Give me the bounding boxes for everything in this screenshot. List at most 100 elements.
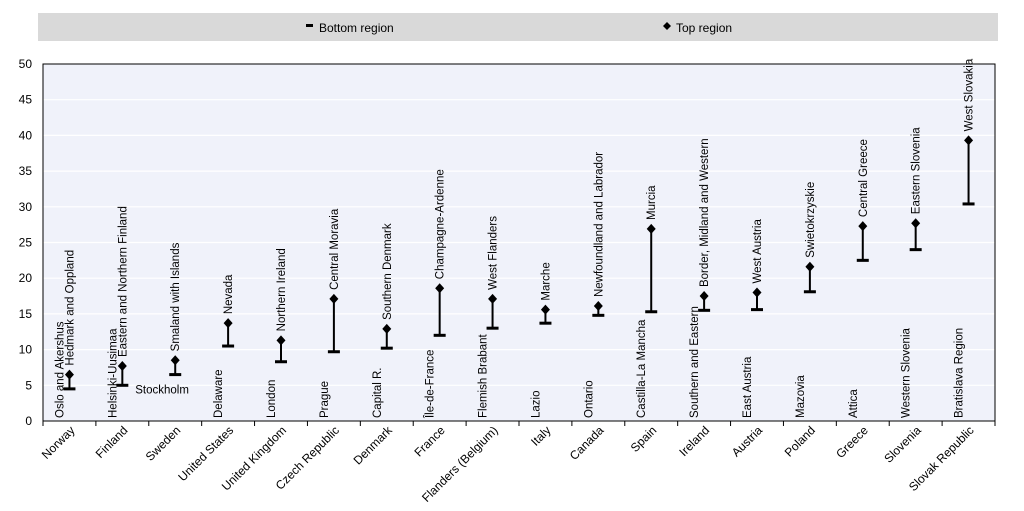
top-region-label: Murcia — [646, 185, 658, 220]
top-region-marker — [117, 361, 127, 372]
top-region-label: Newfoundland and Labrador — [593, 152, 605, 297]
bottom-region-marker — [698, 308, 711, 312]
y-tick-label: 5 — [25, 378, 32, 392]
top-region-marker — [699, 291, 709, 302]
top-region-label: Northern Ireland — [276, 248, 288, 331]
top-region-marker — [435, 283, 445, 294]
bottom-region-marker — [116, 383, 129, 387]
top-region-marker — [805, 261, 815, 272]
bottom-region-marker — [856, 258, 869, 262]
bottom-region-label: Lazio — [530, 391, 542, 419]
y-tick-label: 50 — [19, 57, 33, 71]
category-label: Italy — [528, 423, 553, 448]
bottom-region-label: Île-de-France — [424, 350, 437, 419]
top-region-label: Border, Midland and Western — [699, 138, 711, 287]
top-region-marker — [911, 218, 921, 229]
top-region-label: Southern Denmark — [382, 223, 394, 320]
bottom-region-marker — [962, 202, 975, 206]
y-tick-label: 30 — [19, 200, 33, 214]
top-region-label: Smaland with Islands — [170, 242, 182, 351]
y-tick-label: 45 — [19, 93, 33, 107]
top-region-label: Swietokrzyskie — [805, 182, 817, 258]
top-region-marker — [170, 355, 180, 366]
top-region-label: Nevada — [223, 274, 235, 314]
bottom-region-marker — [433, 333, 446, 337]
top-region-label: West Slovakia — [964, 58, 976, 131]
category-label: France — [411, 423, 448, 460]
category-label: Norway — [39, 423, 78, 462]
top-region-marker — [752, 287, 762, 298]
top-region-marker — [540, 304, 550, 315]
bottom-region-marker — [751, 308, 763, 312]
category-label: Canada — [567, 423, 607, 463]
category-label: Denmark — [351, 423, 396, 468]
legend-bottom-region-label: Bottom region — [319, 21, 394, 35]
top-region-marker — [382, 323, 392, 334]
bottom-region-label: Stockholm — [135, 385, 189, 397]
top-region-label: West Austria — [752, 219, 764, 284]
bottom-region-label: Prague — [319, 381, 331, 418]
top-region-label: Eastern Slovenia — [911, 127, 923, 215]
bottom-region-label: London — [266, 380, 278, 418]
bottom-region-marker — [327, 350, 340, 354]
top-region-marker — [858, 221, 868, 232]
top-region-marker — [646, 223, 656, 234]
legend-background — [38, 13, 998, 41]
bottom-region-marker — [592, 313, 605, 317]
top-region-label: West Flanders — [488, 216, 500, 290]
bottom-region-label: Delaware — [213, 369, 225, 418]
category-label: Greece — [833, 423, 871, 461]
y-tick-label: 0 — [25, 414, 32, 428]
top-region-label: Eastern and Northern Finland — [117, 206, 129, 357]
y-tick-label: 35 — [19, 164, 33, 178]
bottom-region-label: Ontario — [583, 380, 595, 418]
y-tick-label: 10 — [19, 343, 33, 357]
top-region-marker — [964, 135, 974, 146]
top-region-marker — [488, 293, 498, 304]
top-region-marker — [64, 369, 74, 380]
bottom-region-label: Helsinki-Uusimaa — [107, 328, 119, 418]
category-label: Sweden — [143, 423, 184, 464]
bottom-region-marker — [803, 290, 816, 294]
bottom-region-label: Western Slovenia — [901, 327, 913, 418]
y-tick-label: 40 — [19, 128, 33, 142]
bottom-region-marker — [539, 321, 552, 325]
category-label: Poland — [782, 423, 818, 459]
bottom-region-marker — [275, 360, 287, 364]
legend: Bottom region Top region — [38, 13, 998, 41]
top-region-marker — [593, 301, 603, 312]
legend-bottom-region-marker — [306, 24, 313, 27]
category-label: Ireland — [676, 423, 712, 459]
legend-top-region-marker — [663, 22, 671, 30]
bottom-region-marker — [222, 344, 235, 348]
legend-top-region-label: Top region — [676, 21, 732, 35]
y-tick-label: 15 — [19, 307, 33, 321]
bottom-region-label: Oslo and Akershus — [54, 321, 66, 418]
bottom-region-marker — [380, 346, 393, 350]
bottom-region-label: Capital R. — [372, 368, 384, 419]
bottom-region-marker — [645, 310, 658, 314]
bottom-region-label: Southern and Eastern — [689, 306, 701, 418]
bottom-region-label: Mazovia — [795, 375, 807, 418]
top-region-label: Hedmark and Oppland — [64, 250, 76, 366]
top-region-label: Champagne-Ardenne — [435, 169, 447, 279]
top-region-marker — [223, 318, 233, 329]
top-region-marker — [276, 335, 286, 346]
bottom-region-marker — [909, 248, 922, 252]
top-region-label: Marche — [540, 262, 552, 300]
category-label: Austria — [729, 423, 766, 460]
bottom-region-label: Castilla-La Mancha — [636, 319, 648, 418]
bottom-region-marker — [486, 326, 499, 330]
top-region-label: Central Greece — [858, 139, 870, 217]
bottom-region-label: East Austria — [742, 356, 754, 418]
category-label: Finland — [93, 423, 131, 461]
top-region-marker — [329, 293, 339, 304]
bottom-region-label: Flemish Brabant — [478, 333, 490, 418]
category-label: Slovenia — [881, 423, 924, 466]
y-tick-label: 20 — [19, 271, 33, 285]
bottom-region-label: Bratislava Region — [954, 328, 966, 418]
bottom-region-marker — [169, 373, 182, 377]
bottom-region-label: Attica — [848, 389, 860, 418]
